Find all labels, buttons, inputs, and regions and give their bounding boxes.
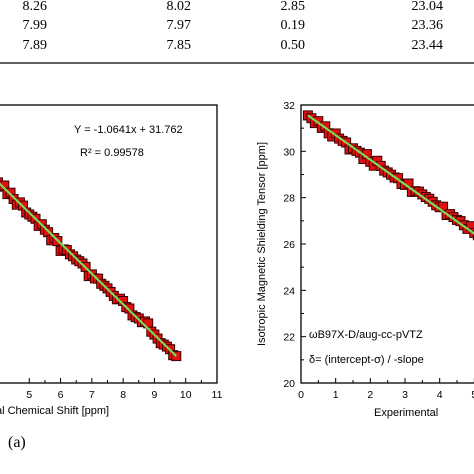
table-cell: 2.85 <box>281 0 306 14</box>
x-tick-label: 4 <box>437 389 443 401</box>
table-cell: 23.36 <box>412 18 444 33</box>
method-annotation: ωB97X-D/aug-cc-pVTZ <box>309 329 423 341</box>
x-tick-label: 6 <box>58 389 64 401</box>
y-tick-label: 30 <box>283 146 295 158</box>
r-squared: R² = 0.99578 <box>80 147 144 159</box>
y-tick-label: 24 <box>283 285 295 297</box>
right-scatter-plot: 0 1 2 3 4 5 20 22 24 26 28 30 32 Experimental Isotr… <box>256 100 474 419</box>
x-tick-label: 1 <box>333 389 339 401</box>
data-table: 8.26 8.02 2.85 23.04 7.99 7.97 0.19 23.3… <box>0 0 474 64</box>
y-tick-label: 26 <box>283 239 295 251</box>
right-y-axis-label: Isotropic Magnetic Shielding Tensor [ppm… <box>256 142 268 346</box>
x-tick-label: 10 <box>180 389 192 401</box>
x-tick-label: 0 <box>298 389 304 401</box>
right-x-axis-label: Experimental <box>374 407 438 419</box>
x-tick-label: 9 <box>152 389 158 401</box>
left-plot-area <box>0 177 182 362</box>
x-tick-label: 5 <box>471 389 474 401</box>
left-scatter-plot: 5 6 7 8 9 10 11 al Chemical Shift [ppm] Y = -1… <box>0 104 223 417</box>
shift-formula: δ= (intercept-σ) / -slope <box>309 354 424 366</box>
table-cell: 0.50 <box>281 38 306 53</box>
table-cell: 7.89 <box>23 38 48 53</box>
left-x-axis-label: al Chemical Shift [ppm] <box>0 405 109 417</box>
table-cell: 7.99 <box>23 18 48 33</box>
left-x-axis: 5 6 7 8 9 10 11 <box>26 378 223 401</box>
table-cell: 8.26 <box>23 0 48 14</box>
x-tick-label: 2 <box>367 389 373 401</box>
table-cell: 23.44 <box>412 38 444 53</box>
table-cell: 7.97 <box>167 18 192 33</box>
fit-line <box>307 114 474 235</box>
right-plot-frame <box>300 104 474 384</box>
fit-equation: Y = -1.0641x + 31.762 <box>74 124 183 136</box>
table-cell: 0.19 <box>281 18 306 33</box>
right-x-axis: 0 1 2 3 4 5 <box>298 378 474 401</box>
x-tick-label: 3 <box>402 389 408 401</box>
panel-label: (a) <box>8 434 26 451</box>
right-plot-area <box>302 110 474 241</box>
x-tick-label: 7 <box>89 389 95 401</box>
table-cell: 23.04 <box>412 0 444 14</box>
x-tick-label: 5 <box>26 389 32 401</box>
right-y-axis: 20 22 24 26 28 30 32 <box>283 100 306 390</box>
table-cell: 8.02 <box>167 0 192 14</box>
x-tick-label: 8 <box>120 389 126 401</box>
y-tick-label: 20 <box>283 378 295 390</box>
fit-line <box>0 182 178 357</box>
y-tick-label: 22 <box>283 332 295 344</box>
y-tick-label: 28 <box>283 193 295 205</box>
y-tick-label: 32 <box>283 100 295 112</box>
table-cell: 7.85 <box>167 38 192 53</box>
x-tick-label: 11 <box>212 389 223 401</box>
